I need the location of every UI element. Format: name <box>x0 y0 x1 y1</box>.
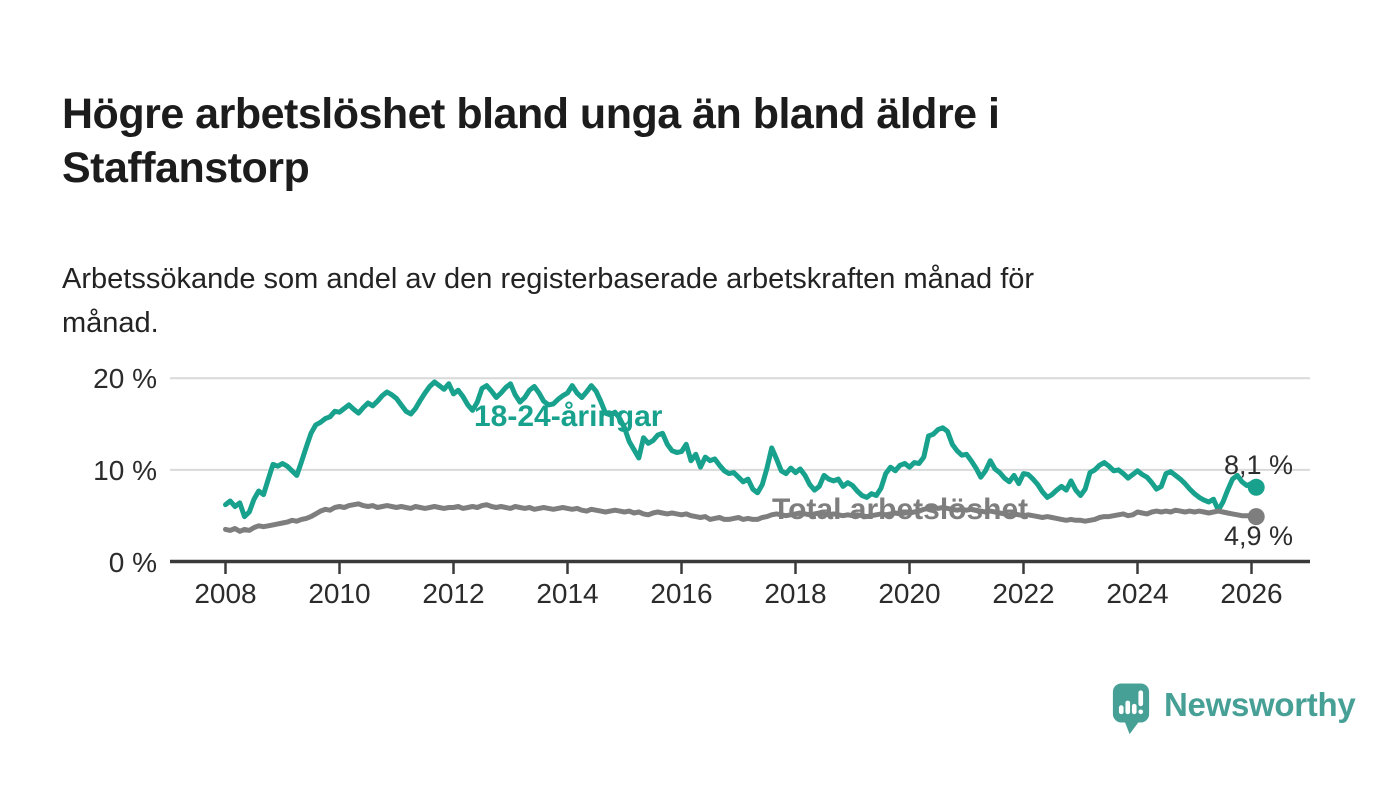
y-tick-label-20: 20 % <box>93 363 157 395</box>
x-tick-label-2024: 2024 <box>1106 578 1169 609</box>
x-tick-label-2016: 2016 <box>650 578 713 609</box>
series-label-youth: 18-24-åringar <box>474 400 663 433</box>
page-title: Högre arbetslöshet bland unga än bland ä… <box>62 89 1000 192</box>
x-tick-label-2020: 2020 <box>878 578 941 609</box>
x-tick-label-2026: 2026 <box>1220 578 1283 609</box>
line-total <box>223 501 1259 534</box>
end-value-label-total: 4,9 % <box>1224 521 1294 551</box>
y-tick-label-10: 10 % <box>93 454 157 486</box>
newsworthy-wordmark: Newsworthy <box>1164 685 1356 723</box>
series-label-total: Total arbetslöshet <box>772 493 1029 526</box>
page-subtitle: Arbetssökande som andel av den registerb… <box>62 263 1035 340</box>
x-tick-label-2022: 2022 <box>992 578 1055 609</box>
x-tick-label-2018: 2018 <box>764 578 827 609</box>
x-tick-label-2014: 2014 <box>536 578 599 609</box>
end-dot-total <box>1247 508 1265 526</box>
line-youth <box>223 379 1259 520</box>
end-dot-youth <box>1247 478 1265 496</box>
x-tick-label-2010: 2010 <box>308 578 371 609</box>
newsworthy-logo: Newsworthy <box>1112 683 1356 735</box>
x-tick-label-2012: 2012 <box>422 578 485 609</box>
y-tick-label-0: 0 % <box>108 546 157 578</box>
x-tick-label-2008: 2008 <box>194 578 257 609</box>
newsworthy-bubble-chart-icon <box>1112 683 1150 735</box>
end-value-label-youth: 8,1 % <box>1224 450 1294 480</box>
